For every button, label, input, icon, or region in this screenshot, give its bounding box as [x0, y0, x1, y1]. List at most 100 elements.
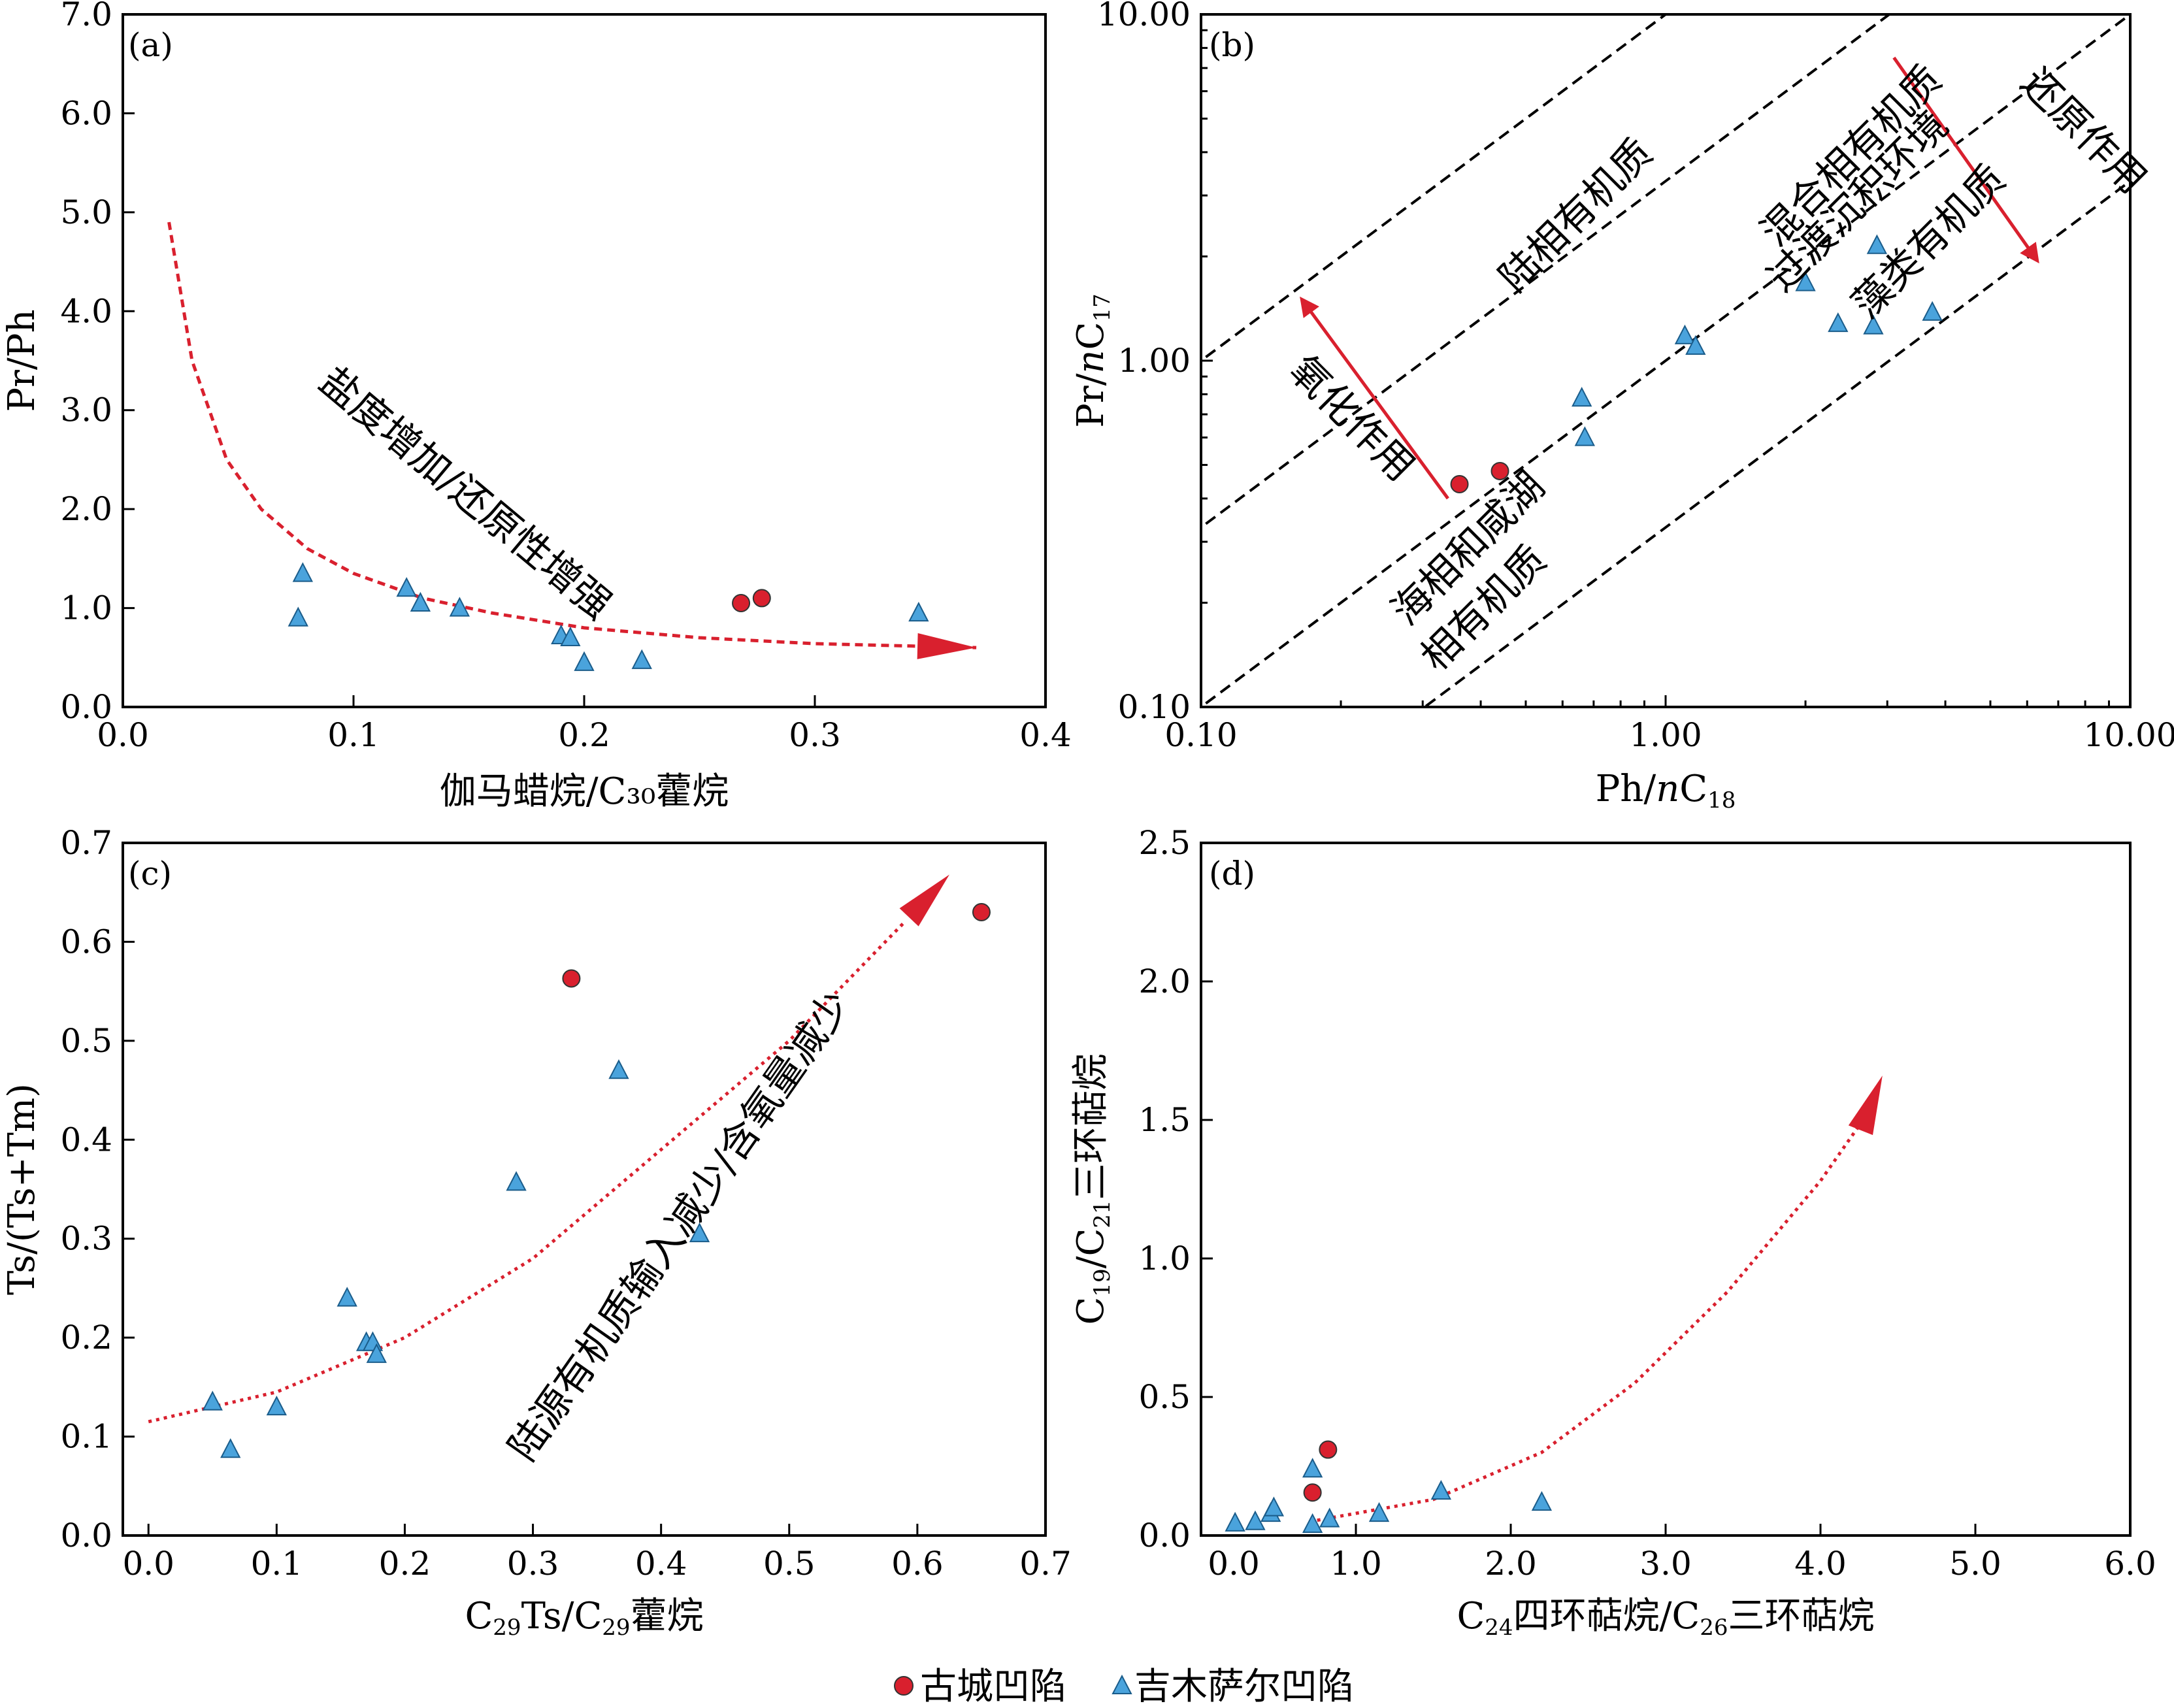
x-tick-label: 0.0: [97, 716, 149, 754]
legend-label-gucheng: 古城凹陷: [920, 1666, 1066, 1708]
point-jimusaer: [449, 597, 470, 617]
point-jimusaer: [1674, 324, 1696, 344]
x-tick-label: 0.10: [1164, 716, 1237, 754]
y-tick-label: 0.1: [60, 1418, 112, 1456]
y-axis-title: Ts/(Ts+Tm): [1, 1083, 43, 1295]
y-tick-label: 0.7: [60, 824, 112, 862]
x-tick-label: 0.3: [789, 716, 841, 754]
y-tick-label: 1.5: [1138, 1101, 1191, 1139]
process-arrow: [1300, 296, 1449, 500]
x-origin-label: 0.0: [1208, 1545, 1260, 1583]
panel-a: (a) 0.0 0.1 0.2 0.3 0.4 0.0 1.0 2.0 3.0 4.0 5.0 6.0…: [1, 0, 1072, 813]
point-jimusaer: [1572, 387, 1592, 407]
point-jimusaer: [1302, 1513, 1323, 1534]
panel-c: (c) 0.0 0.1 0.2 0.3 0.4 0.5 0.6 0.7 0.0 0.1 0.2 0.3…: [1, 824, 1072, 1641]
y-tick-label: 0.4: [60, 1121, 112, 1158]
y-tick-label: 3.0: [60, 391, 112, 429]
point-jimusaer: [608, 1059, 629, 1079]
x-tick-label: 0.2: [379, 1545, 431, 1583]
trend-arrowhead: [899, 874, 949, 927]
point-jimusaer: [1225, 1511, 1245, 1532]
x-axis-title: 伽马蜡烷/C₃₀藿烷: [440, 770, 729, 813]
y-tick-label: 0.0: [60, 688, 112, 726]
y-tick-label: 2.0: [1138, 962, 1191, 1000]
x-tick-label: 6.0: [2104, 1545, 2156, 1583]
trend-curve: [148, 874, 949, 1424]
y-tick-label: 0.5: [60, 1022, 112, 1060]
x-tick-label: 0.6: [891, 1545, 944, 1583]
point-jimusaer: [1685, 335, 1706, 355]
y-tick-label: 0.3: [60, 1220, 112, 1258]
point-jimusaer: [1922, 301, 1943, 321]
process-arrows: [1300, 56, 2039, 500]
axis-ticks: 0.0 0.1 0.2 0.3 0.4 0.0 1.0 2.0 3.0 4.0 5.0 6.0 7.0: [60, 0, 1071, 754]
panel-label: (b): [1209, 26, 1255, 64]
y-tick-label: 0.2: [60, 1319, 112, 1356]
point-jimusaer: [1574, 426, 1595, 446]
process-arrow: [1892, 56, 2039, 264]
point-gucheng: [1450, 474, 1469, 493]
annotation-terrigenous: 陆源有机质输入减少/含氧量减少: [500, 983, 860, 1470]
point-jimusaer: [574, 651, 595, 671]
point-gucheng: [1319, 1440, 1338, 1459]
plot-frame: [1200, 842, 2132, 1537]
x-axis-title: C29Ts/C29藿烷: [465, 1595, 703, 1641]
point-gucheng: [1491, 461, 1509, 480]
y-tick-label: 0.6: [60, 923, 112, 961]
data-points: [1450, 234, 1943, 493]
data-points: [202, 903, 991, 1458]
x-tick-label: 3.0: [1639, 1545, 1692, 1583]
point-jimusaer: [220, 1438, 241, 1458]
x-tick-label: 0.4: [1019, 716, 1072, 754]
region-boundary-line: [1201, 14, 1892, 529]
point-jimusaer: [1795, 271, 1816, 291]
x-tick-label: 4.0: [1794, 1545, 1847, 1583]
region-boundary-line: [1422, 179, 2130, 707]
point-gucheng: [1303, 1483, 1322, 1502]
x-tick-label: 0.1: [327, 716, 380, 754]
axis-ticks: 1.0 2.0 3.0 4.0 5.0 6.0 0.0 0.0 0.5 1.0 1.5 2.0 2.5: [1138, 824, 2156, 1583]
axis-ticks: 0.0 0.1 0.2 0.3 0.4 0.5 0.6 0.7 0.0 0.1 0.2 0.3 0.4 0…: [60, 824, 1071, 1583]
y-tick-label: 5.0: [60, 193, 112, 231]
point-jimusaer: [396, 577, 417, 597]
x-tick-label: 1.0: [1330, 1545, 1382, 1583]
label-reduction: 还原作用: [2012, 59, 2155, 203]
x-tick-label: 0.7: [1019, 1545, 1072, 1583]
point-jimusaer: [1828, 312, 1849, 333]
point-jimusaer: [202, 1390, 223, 1411]
x-tick-label: 0.0: [122, 1545, 174, 1583]
x-tick-label: 2.0: [1485, 1545, 1537, 1583]
region-boundary-line: [1201, 14, 2130, 707]
point-jimusaer: [1531, 1490, 1553, 1511]
y-tick-label: 0.0: [60, 1517, 112, 1554]
y-tick-label: 1.00: [1118, 342, 1191, 380]
point-jimusaer: [1866, 234, 1888, 254]
region-boundary-line: [1201, 14, 1668, 363]
y-tick-label: 0.10: [1118, 688, 1191, 726]
point-jimusaer: [560, 626, 581, 646]
label-terrestrial: 陆相有机质: [1491, 130, 1662, 301]
point-gucheng: [972, 903, 991, 921]
y-tick-label: 10.00: [1097, 0, 1191, 33]
point-jimusaer: [1302, 1458, 1323, 1478]
trend-line: [1309, 1113, 1869, 1524]
point-jimusaer: [292, 562, 313, 582]
point-jimusaer: [1245, 1510, 1266, 1530]
x-tick-label: 0.5: [763, 1545, 815, 1583]
x-tick-label: 10.00: [2083, 716, 2174, 754]
y-tick-label: 1.0: [60, 589, 112, 627]
annotation-salinity: 盐度增加/还原性增强: [310, 358, 620, 629]
point-jimusaer: [266, 1395, 287, 1416]
x-tick-label: 0.2: [558, 716, 610, 754]
legend-marker-gucheng: [894, 1676, 914, 1696]
panel-label: (a): [128, 26, 173, 64]
point-jimusaer: [410, 591, 431, 612]
panel-d: (d) 1.0 2.0 3.0 4.0 5.0 6.0 0.0 0.0 0.5 1.0 1.5 2.0…: [1070, 824, 2156, 1641]
y-tick-label: 0.5: [1138, 1378, 1191, 1416]
legend: 古城凹陷 吉木萨尔凹陷: [894, 1666, 1354, 1708]
point-jimusaer: [1319, 1507, 1340, 1528]
x-axis-title: C24四环萜烷/C26三环萜烷: [1457, 1595, 1874, 1641]
data-points: [288, 562, 929, 671]
point-jimusaer: [1368, 1502, 1390, 1522]
